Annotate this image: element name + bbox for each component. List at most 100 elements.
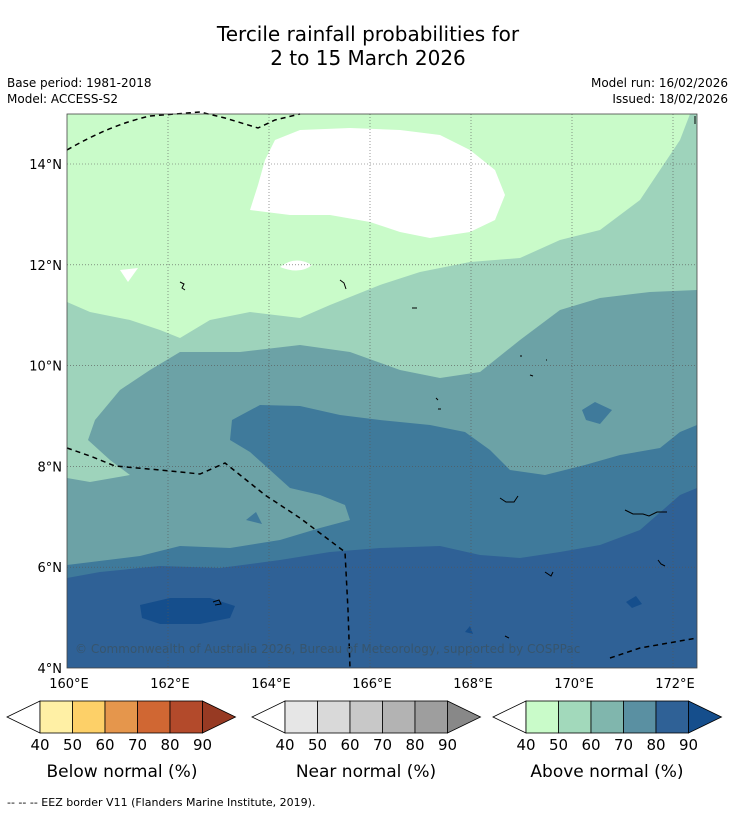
eez-border-west <box>66 447 351 669</box>
above-colorbar: 40 50 60 70 80 90 <box>492 700 723 754</box>
colorbar-tick-label: 90 <box>438 736 457 754</box>
longitude-label: 164°E <box>251 677 291 692</box>
colorbar-segment <box>72 700 106 734</box>
eez-border-east <box>609 637 698 659</box>
island <box>624 509 667 517</box>
band-80-90 <box>67 488 697 668</box>
colorbar-segment <box>655 700 689 734</box>
band-70-80-small <box>246 512 262 524</box>
neutral-patch-small <box>120 268 138 282</box>
latitude-label: 4°N <box>38 662 63 677</box>
colorbar-tick-label: 60 <box>340 736 359 754</box>
title-line-2: 2 to 15 March 2026 <box>270 46 466 70</box>
colorbar-tick-label: 70 <box>373 736 392 754</box>
latitude-label: 14°N <box>29 158 62 173</box>
band-90-plus-small <box>465 626 473 634</box>
longitude-label: 170°E <box>554 677 594 692</box>
issued-date: Issued: 18/02/2026 <box>612 92 728 106</box>
band-40-50 <box>67 114 690 338</box>
near-colorbar: 40 50 60 70 80 90 <box>251 700 482 754</box>
latitude-labels: 4°N 6°N 8°N 10°N 12°N 14°N <box>29 158 62 677</box>
latitude-label: 6°N <box>38 561 63 576</box>
colorbar-segment <box>284 700 318 734</box>
latitude-label: 10°N <box>29 360 62 375</box>
longitude-label: 166°E <box>352 677 392 692</box>
longitude-label: 168°E <box>453 677 493 692</box>
colorbar-segment <box>590 700 624 734</box>
near-normal-label: Near normal (%) <box>295 762 437 782</box>
colorbar-tick-label: 70 <box>128 736 147 754</box>
colorbar-segment <box>414 700 448 734</box>
colorbar-segment <box>137 700 171 734</box>
colorbar-segment <box>623 700 657 734</box>
colorbars: 40 50 60 70 80 90 40 50 60 70 80 90 40 50 60 70 80 90 <box>6 700 723 754</box>
island <box>544 571 554 577</box>
island <box>179 281 186 291</box>
base-period: Base period: 1981-2018 <box>7 76 152 90</box>
colorbar-upper-extend <box>202 700 237 734</box>
colorbar-segment <box>382 700 416 734</box>
neutral-patch <box>250 128 505 238</box>
copyright-text: © Commonwealth of Australia 2026, Bureau… <box>75 642 580 656</box>
colorbar-lower-extend <box>251 700 286 734</box>
island <box>657 559 666 567</box>
band-90-plus-small <box>626 596 642 608</box>
below-colorbar: 40 50 60 70 80 90 <box>6 700 237 754</box>
colorbar-tick-label: 90 <box>679 736 698 754</box>
eez-border-north <box>66 111 301 151</box>
colorbar-segment <box>39 700 73 734</box>
colorbar-segment <box>317 700 351 734</box>
colorbar-tick-label: 70 <box>614 736 633 754</box>
colorbar-tick-label: 40 <box>30 736 49 754</box>
model-run: Model run: 16/02/2026 <box>590 76 728 90</box>
meta-right: Model run: 16/02/2026 Issued: 18/02/2026 <box>591 75 728 107</box>
longitude-label: 160°E <box>49 677 89 692</box>
island <box>504 635 510 639</box>
colorbar-tick-label: 50 <box>63 736 82 754</box>
colorbar-upper-extend <box>447 700 482 734</box>
graticule <box>67 114 697 668</box>
island <box>499 495 519 503</box>
longitude-label: 162°E <box>150 677 190 692</box>
latitude-label: 12°N <box>29 259 62 274</box>
colorbar-segment <box>558 700 592 734</box>
meta-left: Base period: 1981-2018 Model: ACCESS-S2 <box>7 75 152 107</box>
colorbar-tick-label: 80 <box>405 736 424 754</box>
map-title: Tercile rainfall probabilities for 2 to … <box>0 22 736 70</box>
colorbar-tick-label: 60 <box>95 736 114 754</box>
colorbar-tick-label: 50 <box>549 736 568 754</box>
colorbar-tick-label: 80 <box>646 736 665 754</box>
colorbar-segment <box>525 700 559 734</box>
colorbar-lower-extend <box>492 700 527 734</box>
latitude-label: 8°N <box>38 460 63 475</box>
model-name: Model: ACCESS-S2 <box>7 92 119 106</box>
island <box>339 279 347 290</box>
island <box>520 355 547 377</box>
title-line-1: Tercile rainfall probabilities for <box>216 22 520 46</box>
colorbar-segment <box>104 700 138 734</box>
longitude-labels: 160°E 162°E 164°E 166°E 168°E 170°E 172°E <box>49 677 695 692</box>
colorbar-tick-label: 50 <box>308 736 327 754</box>
island <box>212 599 222 606</box>
above-normal-label: Above normal (%) <box>530 762 684 782</box>
band-90-plus <box>140 598 235 624</box>
colorbar-tick-label: 60 <box>581 736 600 754</box>
island <box>435 397 441 410</box>
colorbar-tick-label: 90 <box>193 736 212 754</box>
colorbar-segment <box>169 700 203 734</box>
longitude-label: 172°E <box>655 677 695 692</box>
eez-footnote: -- -- -- EEZ border V11 (Flanders Marine… <box>7 796 316 809</box>
eez-borders <box>66 111 698 669</box>
colorbar-lower-extend <box>6 700 41 734</box>
colorbar-upper-extend <box>688 700 723 734</box>
neutral-patch-small <box>280 260 312 271</box>
colorbar-tick-label: 40 <box>516 736 535 754</box>
colorbar-tick-label: 80 <box>160 736 179 754</box>
colorbar-tick-label: 40 <box>275 736 294 754</box>
band-70-80-small <box>582 402 612 424</box>
colorbar-segment <box>349 700 383 734</box>
probability-field <box>67 114 697 668</box>
islands <box>179 116 696 639</box>
map-frame <box>66 113 698 669</box>
